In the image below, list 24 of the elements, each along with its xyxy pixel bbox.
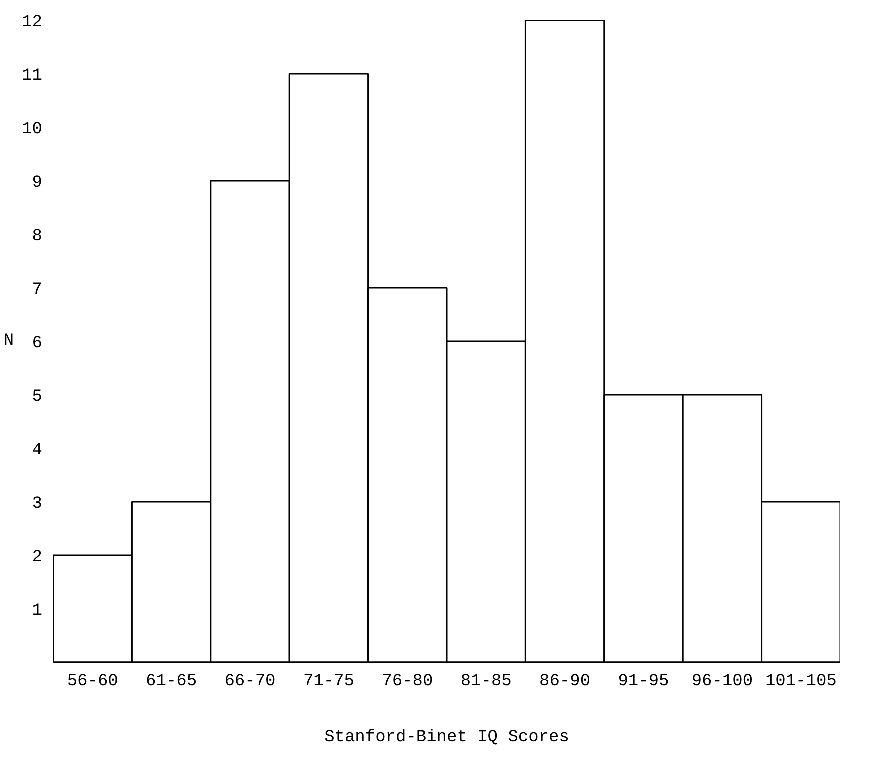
x-tick-label: 66-70 (224, 672, 276, 692)
y-axis-title: N (4, 332, 14, 351)
x-tick-label: 71-75 (303, 672, 354, 692)
y-tick-label: 5 (32, 388, 42, 407)
x-tick-label: 86-90 (540, 672, 591, 692)
x-tick-label: 81-85 (460, 672, 512, 692)
y-tick-label: 11 (22, 67, 43, 86)
y-tick-label: 6 (32, 334, 42, 354)
y-tick-label: 12 (22, 14, 43, 32)
x-tick-label: 101-105 (765, 672, 837, 692)
x-tick-label: 76-80 (382, 672, 434, 692)
y-tick-label: 1 (32, 602, 42, 621)
x-axis-title: Stanford-Binet IQ Scores (324, 728, 570, 748)
y-tick-label: 8 (32, 228, 42, 246)
x-tick-label: 96-100 (692, 672, 754, 692)
y-tick-label: 4 (32, 442, 42, 460)
x-tick-label: 56-60 (67, 672, 118, 692)
y-tick-label: 2 (32, 548, 42, 568)
y-tick-label: 3 (32, 495, 42, 514)
x-tick-label: 91-95 (618, 672, 670, 692)
y-tick-label: 9 (32, 174, 42, 193)
x-tick-label: 61-65 (146, 672, 198, 692)
y-tick-label: 7 (32, 281, 42, 300)
y-tick-label: 10 (22, 120, 43, 140)
